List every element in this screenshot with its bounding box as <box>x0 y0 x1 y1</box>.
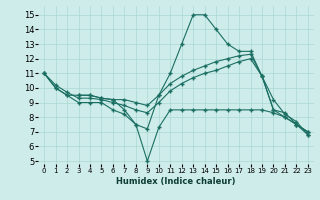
X-axis label: Humidex (Indice chaleur): Humidex (Indice chaleur) <box>116 177 236 186</box>
